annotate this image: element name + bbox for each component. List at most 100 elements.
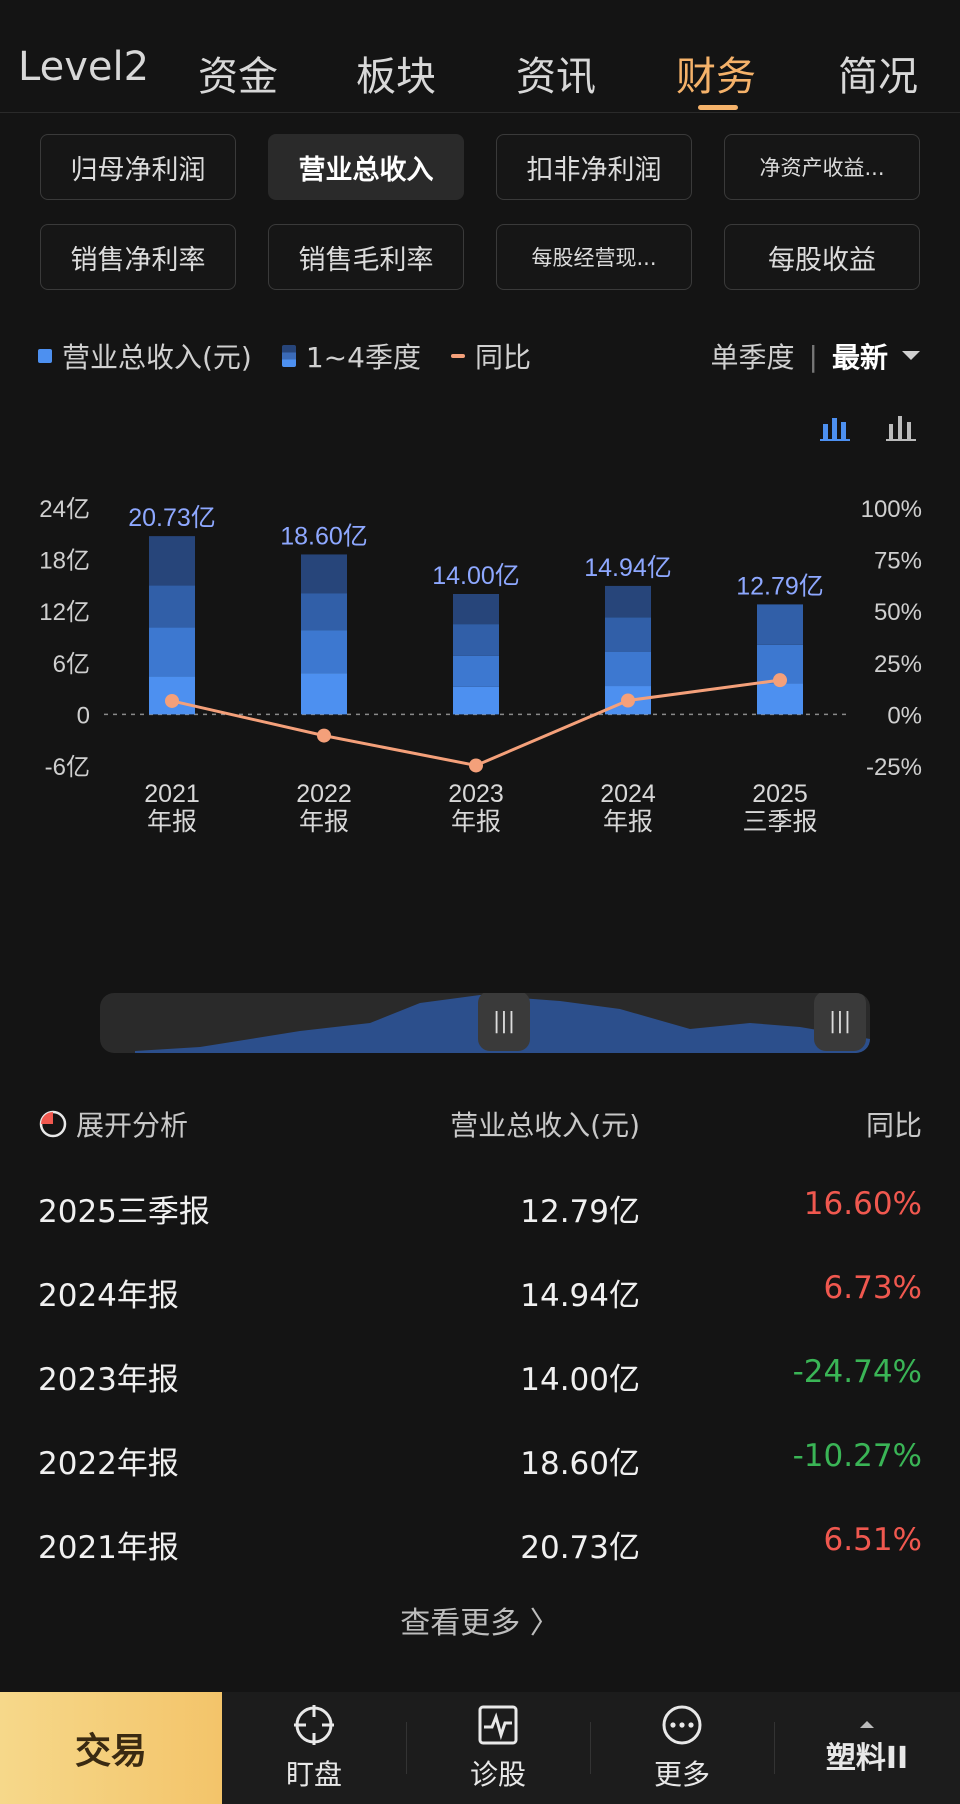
column-header-yoy: 同比	[865, 1109, 922, 1142]
x-axis-tick-sub: 年报	[299, 808, 349, 836]
bar-segment	[757, 604, 803, 645]
bar-segment	[301, 554, 347, 594]
tab-funds[interactable]: 资金	[198, 54, 278, 100]
legend-revenue-label: 营业总收入(元)	[62, 341, 252, 374]
right-axis-tick: 100%	[861, 496, 922, 523]
view-more-link[interactable]: 查看更多 〉	[400, 1606, 560, 1641]
left-axis-tick: -6亿	[45, 754, 90, 781]
right-axis-tick: 75%	[874, 548, 922, 575]
stock-switch-button[interactable]: 塑料II	[774, 1692, 960, 1804]
metric-roe[interactable]: 净资产收益...	[724, 134, 920, 200]
legend-yoy-swatch	[450, 354, 465, 358]
tab-sectors[interactable]: 板块	[356, 54, 436, 100]
bar-segment	[149, 585, 195, 628]
bar-segment	[605, 617, 651, 652]
right-axis-tick: -25%	[866, 754, 922, 781]
left-axis-tick: 24亿	[39, 496, 90, 523]
metric-gross-margin[interactable]: 销售毛利率	[268, 224, 464, 290]
yoy-point	[165, 693, 179, 708]
tab-level2[interactable]: Level2	[18, 44, 150, 90]
metric-net-margin[interactable]: 销售净利率	[40, 224, 236, 290]
bar-segment	[453, 594, 499, 625]
slider-handle-left[interactable]: |||	[478, 993, 530, 1051]
table-row[interactable]: 2024年报 14.94亿 6.73%	[38, 1270, 922, 1330]
bar-segment	[301, 673, 347, 715]
bar-value-label: 14.94亿	[584, 554, 672, 582]
right-axis-tick: 50%	[874, 599, 922, 626]
bar-segment	[301, 630, 347, 674]
caret-up-icon	[860, 1721, 874, 1728]
yoy-point	[773, 673, 787, 688]
row-value: 12.79亿	[520, 1194, 640, 1230]
slider-handle-right[interactable]: |||	[814, 993, 866, 1051]
metric-net-profit-deducted[interactable]: 扣非净利润	[496, 134, 692, 200]
row-value: 20.73亿	[520, 1530, 640, 1566]
left-axis-tick: 12亿	[39, 599, 90, 626]
nav-divider	[774, 1722, 775, 1774]
legend-quarters-label: 1~4季度	[305, 341, 421, 374]
legend-revenue[interactable]: 营业总收入(元)	[38, 336, 252, 376]
legend-yoy-label: 同比	[474, 341, 531, 374]
expand-analysis[interactable]: 展开分析	[38, 1104, 188, 1144]
bar-segment	[453, 624, 499, 656]
x-axis-tick: 2025	[752, 780, 808, 808]
row-value: 18.60亿	[520, 1446, 640, 1482]
bar-value-label: 18.60亿	[280, 522, 368, 550]
more-icon	[662, 1705, 702, 1745]
chart-legend: 营业总收入(元) 1~4季度 同比	[38, 334, 561, 378]
bar-segment	[453, 686, 499, 715]
row-period: 2022年报	[38, 1446, 179, 1482]
table-row[interactable]: 2022年报 18.60亿 -10.27%	[38, 1438, 922, 1498]
row-yoy: -24.74%	[792, 1354, 922, 1390]
tab-finance[interactable]: 财务	[676, 54, 756, 100]
legend-revenue-swatch	[38, 349, 52, 363]
yoy-point	[469, 758, 483, 773]
bar-segment	[301, 593, 347, 631]
metric-total-revenue[interactable]: 营业总收入	[268, 134, 464, 200]
row-yoy: 6.51%	[823, 1522, 922, 1558]
x-axis-tick: 2021	[144, 780, 200, 808]
period-controls: 单季度 | 最新	[711, 334, 922, 378]
table-row[interactable]: 2023年报 14.00亿 -24.74%	[38, 1354, 922, 1414]
trade-button[interactable]: 交易	[0, 1692, 222, 1804]
x-axis-tick-sub: 年报	[147, 808, 197, 836]
row-period: 2025三季报	[38, 1194, 210, 1230]
bar-value-label: 12.79亿	[736, 572, 824, 600]
revenue-chart: 24亿 18亿 12亿 6亿 0 -6亿 100% 75% 50% 25% 0% -25% 20.73亿…	[39, 496, 922, 836]
legend-quarters-swatch	[281, 345, 296, 367]
period-toggle[interactable]: 单季度	[710, 341, 795, 374]
tab-news[interactable]: 资讯	[516, 54, 596, 100]
latest-dropdown[interactable]: 最新	[831, 341, 888, 374]
yoy-point	[621, 693, 635, 708]
watch-button[interactable]: 盯盘	[222, 1692, 406, 1804]
tab-profile[interactable]: 简况	[838, 54, 918, 100]
legend-yoy[interactable]: 同比	[450, 336, 531, 376]
chevron-down-icon[interactable]	[900, 349, 922, 363]
bar-segment	[605, 651, 651, 687]
bar-segment	[149, 536, 195, 586]
row-yoy: 16.60%	[803, 1186, 922, 1222]
top-tab-bar: Level2 资金 板块 资讯 财务 简况	[0, 0, 960, 113]
x-axis-tick: 2024	[600, 780, 656, 808]
range-slider[interactable]: ||| |||	[100, 993, 870, 1053]
right-axis-tick: 0%	[887, 702, 922, 729]
metric-operating-cash-per-share[interactable]: 每股经营现...	[496, 224, 692, 290]
table-header: 展开分析 营业总收入(元) 同比	[38, 1100, 922, 1150]
metric-net-profit-parent[interactable]: 归母净利润	[40, 134, 236, 200]
row-period: 2021年报	[38, 1530, 179, 1566]
metric-eps[interactable]: 每股收益	[724, 224, 920, 290]
yoy-point	[317, 728, 331, 743]
active-tab-indicator	[698, 105, 738, 110]
legend-quarters[interactable]: 1~4季度	[281, 336, 421, 376]
bar-chart-icon[interactable]	[886, 412, 916, 442]
column-header-value: 营业总收入(元)	[450, 1109, 640, 1142]
table-row[interactable]: 2025三季报 12.79亿 16.60%	[38, 1186, 922, 1246]
table-row[interactable]: 2021年报 20.73亿 6.51%	[38, 1522, 922, 1582]
pie-chart-icon	[39, 1110, 67, 1138]
more-button[interactable]: 更多	[590, 1692, 774, 1804]
diagnose-button[interactable]: 诊股	[406, 1692, 590, 1804]
stacked-bar-icon[interactable]	[820, 412, 850, 442]
left-axis-tick: 0	[77, 702, 90, 729]
x-axis-tick-sub: 年报	[603, 808, 653, 836]
x-axis-tick: 2022	[296, 780, 352, 808]
